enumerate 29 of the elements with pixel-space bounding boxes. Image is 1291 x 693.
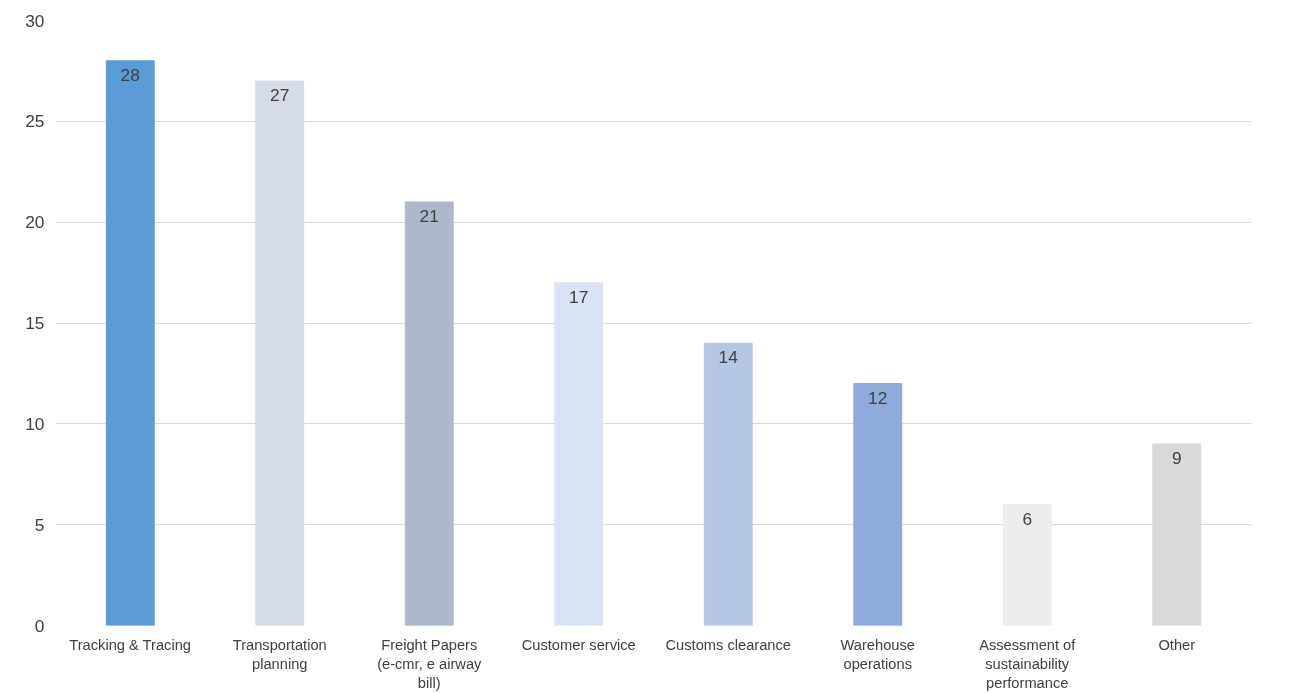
x-tick-label: Transportation planning (232, 636, 327, 672)
bar (1002, 504, 1052, 626)
x-tick-label: Assessment of sustainability performance (979, 636, 1077, 691)
x-tick-label: Tracking & Tracing (69, 636, 191, 653)
x-tick-label: Customer service (521, 636, 636, 653)
bar (853, 383, 903, 626)
y-tick-label: 25 (25, 111, 45, 132)
data-label: 6 (1022, 508, 1033, 529)
data-label: 21 (419, 206, 439, 226)
x-tick-label: Warehouse operations (840, 636, 915, 672)
y-tick-label: 10 (25, 413, 45, 434)
x-tick-label: Freight Papers (e-cmr, e airway bill) (377, 636, 483, 691)
bar (404, 201, 454, 626)
data-label: 17 (569, 286, 589, 307)
y-tick-label: 0 (34, 615, 45, 636)
bar (703, 342, 753, 626)
y-tick-label: 30 (25, 10, 45, 31)
data-label: 27 (270, 85, 290, 105)
bar (105, 60, 155, 626)
x-tick-label: Other (1158, 636, 1196, 653)
bar (554, 282, 604, 626)
data-label: 12 (868, 387, 888, 408)
data-label: 28 (120, 64, 140, 85)
data-label: 9 (1171, 448, 1182, 468)
y-tick-label: 5 (34, 514, 45, 535)
y-tick-label: 20 (25, 212, 45, 233)
y-tick-label: 15 (25, 313, 45, 333)
x-tick-label: Customs clearance (665, 636, 791, 653)
data-label: 14 (718, 347, 739, 368)
